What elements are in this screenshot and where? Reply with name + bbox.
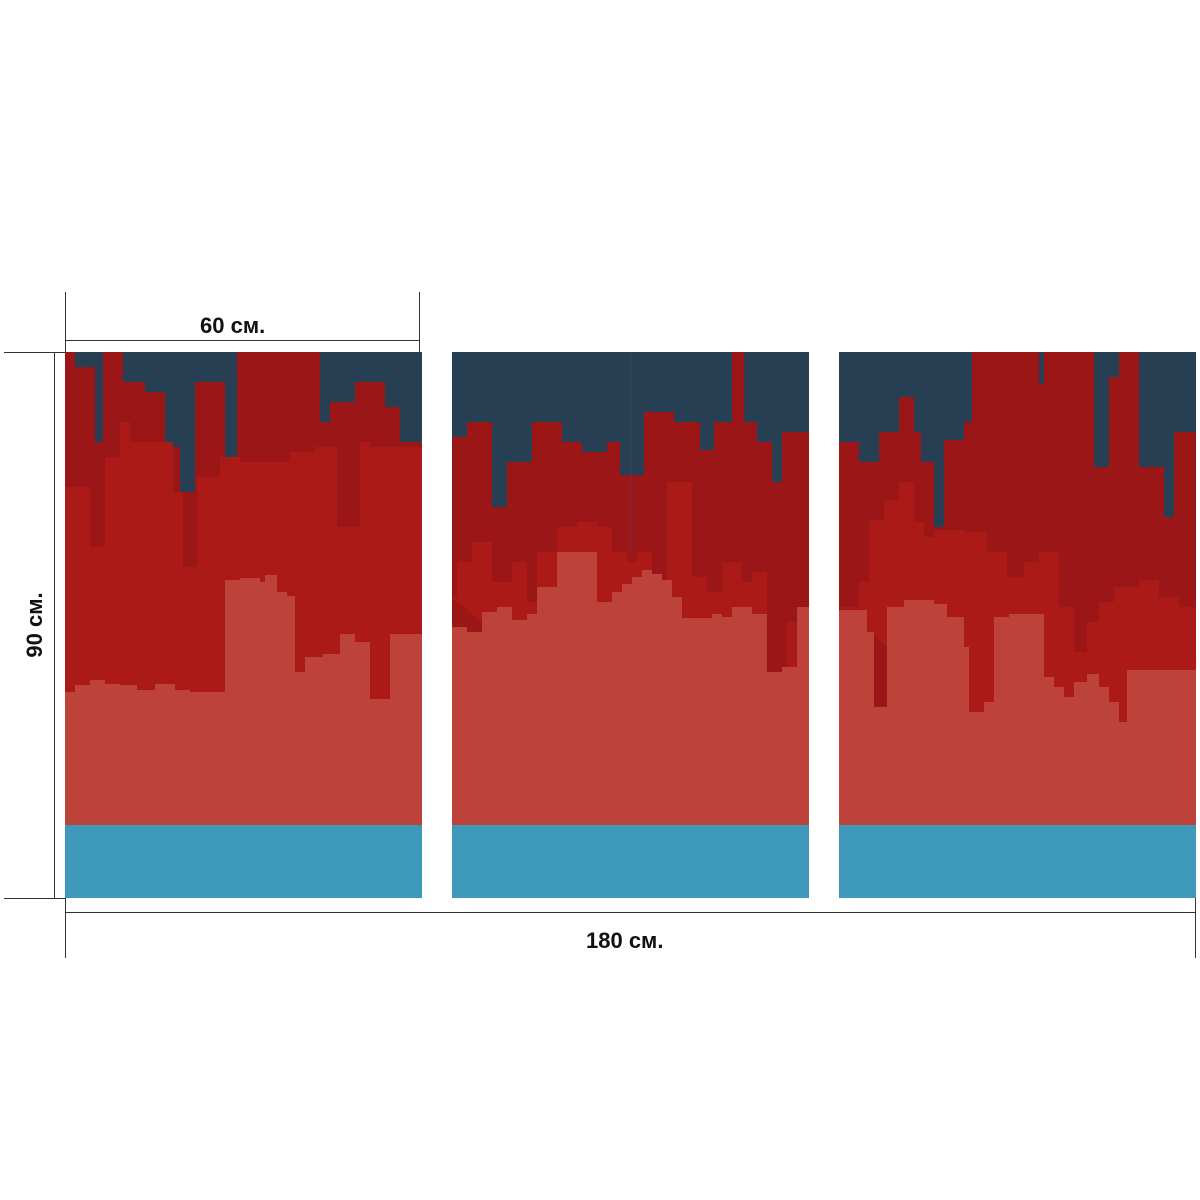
panel-width-label: 60 см. <box>200 313 266 338</box>
left-dimension-tick-top <box>4 352 65 353</box>
cityscape-image-middle <box>452 352 809 898</box>
bottom-dimension-tick-right <box>1195 898 1196 958</box>
top-dimension-tick-left <box>65 292 66 352</box>
canvas-panel-left <box>65 352 422 898</box>
top-dimension-tick-right <box>419 292 420 352</box>
bottom-dimension-line <box>65 912 1196 913</box>
bottom-dimension-tick-left <box>65 898 66 958</box>
top-dimension-line <box>65 340 420 341</box>
left-dimension-tick-bottom <box>4 898 65 899</box>
total-width-label: 180 см. <box>586 928 664 953</box>
canvas-panel-middle <box>452 352 809 898</box>
left-dimension-line <box>54 352 55 898</box>
cityscape-image-right <box>839 352 1196 898</box>
height-label: 90 см. <box>22 592 47 658</box>
canvas-panel-right <box>839 352 1196 898</box>
cityscape-image-left <box>65 352 422 898</box>
